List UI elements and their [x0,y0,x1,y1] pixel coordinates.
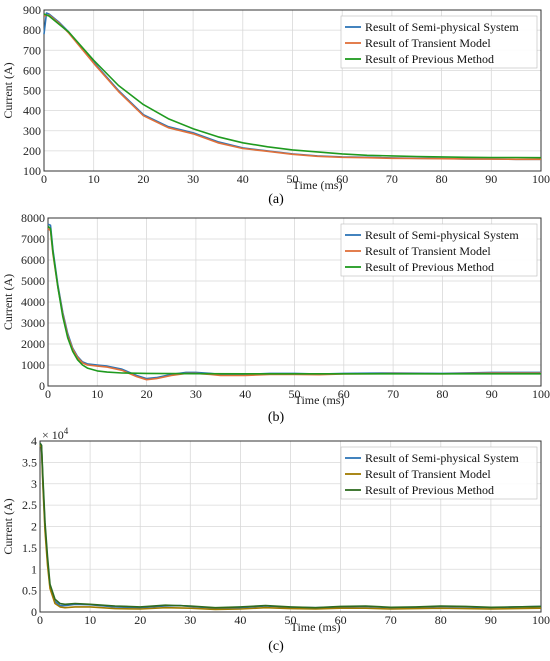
x-tick-label: 100 [532,613,550,627]
y-tick-label: 2 [31,520,37,534]
legend-box [340,15,538,69]
x-tick-label: 100 [532,387,550,401]
legend-box [340,446,538,500]
panel-label: (a) [268,192,284,207]
y-tick-label: 3.5 [22,455,37,469]
y-tick-label: 8000 [21,211,45,225]
y-tick-label: 0 [31,605,37,619]
y-tick-label: 2.5 [22,498,37,512]
x-tick-label: 10 [84,613,96,627]
x-tick-label: 30 [187,172,199,186]
y-tick-label: 1000 [21,358,45,372]
legend-entry: Result of Semi-physical System [365,20,519,34]
series-line-3 [43,13,542,159]
x-tick-label: 0 [41,172,47,186]
legend-box [340,223,538,277]
legend-entry: Result of Semi-physical System [365,451,519,465]
legend-entry: Result of Previous Method [365,260,494,274]
panel-3: 0 10 20 30 40 50 60 70 80 90 100 0 0.5 1 1.5 2 2.5 3 3.5 4 T… [1,426,550,654]
x-tick-label: 60 [338,387,350,401]
y-tick-label: 200 [23,144,41,158]
x-tick-label: 80 [436,387,448,401]
y-multiplier: × 104 [42,426,69,442]
x-axis-label: Time (ms) [293,178,343,192]
legend-entry: Result of Previous Method [365,483,494,497]
y-tick-label: 900 [23,3,41,17]
y-tick-label: 600 [23,63,41,77]
legend-entry: Result of Semi-physical System [365,228,519,242]
y-tick-label: 400 [23,104,41,118]
y-axis-label: Current (A) [1,274,15,330]
series-line-2 [43,14,541,161]
y-tick-label: 4000 [21,295,45,309]
legend: Result of Semi-physical System Result of … [340,223,538,277]
legend-entry: Result of Transient Model [365,36,491,50]
legend: Result of Semi-physical System Result of … [340,446,538,500]
y-tick-label: 7000 [21,232,45,246]
x-tick-label: 20 [141,387,153,401]
legend-entry: Result of Previous Method [365,52,494,66]
x-tick-label: 70 [387,387,399,401]
legend: Result of Semi-physical System Result of … [340,15,538,69]
legend-entry: Result of Transient Model [365,244,491,258]
y-tick-label: 0.5 [22,584,37,598]
y-tick-label: 100 [23,164,41,178]
x-tick-label: 30 [190,387,202,401]
series-line-3 [39,442,542,609]
y-tick-label: 2000 [21,337,45,351]
y-tick-label: 300 [23,124,41,138]
x-tick-label: 0 [45,387,51,401]
y-axis-label: Current (A) [1,62,15,118]
panel-label: (c) [268,639,284,654]
x-tick-label: 80 [436,172,448,186]
plot-frame [47,217,542,387]
y-tick-label: 6000 [21,253,45,267]
panel-2: 0 10 20 30 40 50 60 70 80 90 100010002000300040005… [1,211,550,425]
x-tick-label: 20 [134,613,146,627]
x-tick-label: 90 [485,172,497,186]
x-tick-label: 100 [532,172,550,186]
legend-entry: Result of Transient Model [365,467,491,481]
x-tick-label: 80 [435,613,447,627]
x-tick-label: 10 [91,387,103,401]
x-tick-label: 40 [239,387,251,401]
x-tick-label: 50 [287,172,299,186]
x-axis-label: Time (ms) [291,620,341,634]
y-tick-label: 3000 [21,316,45,330]
y-tick-label: 5000 [21,274,45,288]
x-tick-label: 90 [486,387,498,401]
plot-frame [39,440,542,613]
y-tick-label: 500 [23,84,41,98]
x-tick-label: 60 [336,172,348,186]
series-line-3 [47,225,541,375]
x-tick-label: 70 [386,172,398,186]
x-tick-label: 60 [335,613,347,627]
y-tick-label: 700 [23,43,41,57]
y-tick-label: 0 [39,379,45,393]
x-tick-label: 50 [285,613,297,627]
x-tick-label: 40 [234,613,246,627]
panel-label: (b) [268,410,285,425]
y-tick-label: 800 [23,23,41,37]
x-tick-label: 70 [385,613,397,627]
x-tick-label: 30 [184,613,196,627]
x-tick-label: 0 [37,613,43,627]
x-tick-label: 20 [137,172,149,186]
y-tick-label: 1.5 [22,541,37,555]
x-tick-label: 10 [88,172,100,186]
y-tick-label: 1 [31,562,37,576]
x-tick-label: 90 [485,613,497,627]
y-axis-label: Current (A) [1,498,15,554]
x-tick-label: 40 [237,172,249,186]
x-tick-label: 50 [289,387,301,401]
plot-frame [43,9,542,172]
panel-1: 0 10 20 30 40 50 60 70 80 90 100 100 200 300 400 500 600… [1,3,550,207]
y-tick-label: 4 [31,434,37,448]
x-axis-label: Time (ms) [295,393,345,407]
y-tick-label: 3 [31,477,37,491]
